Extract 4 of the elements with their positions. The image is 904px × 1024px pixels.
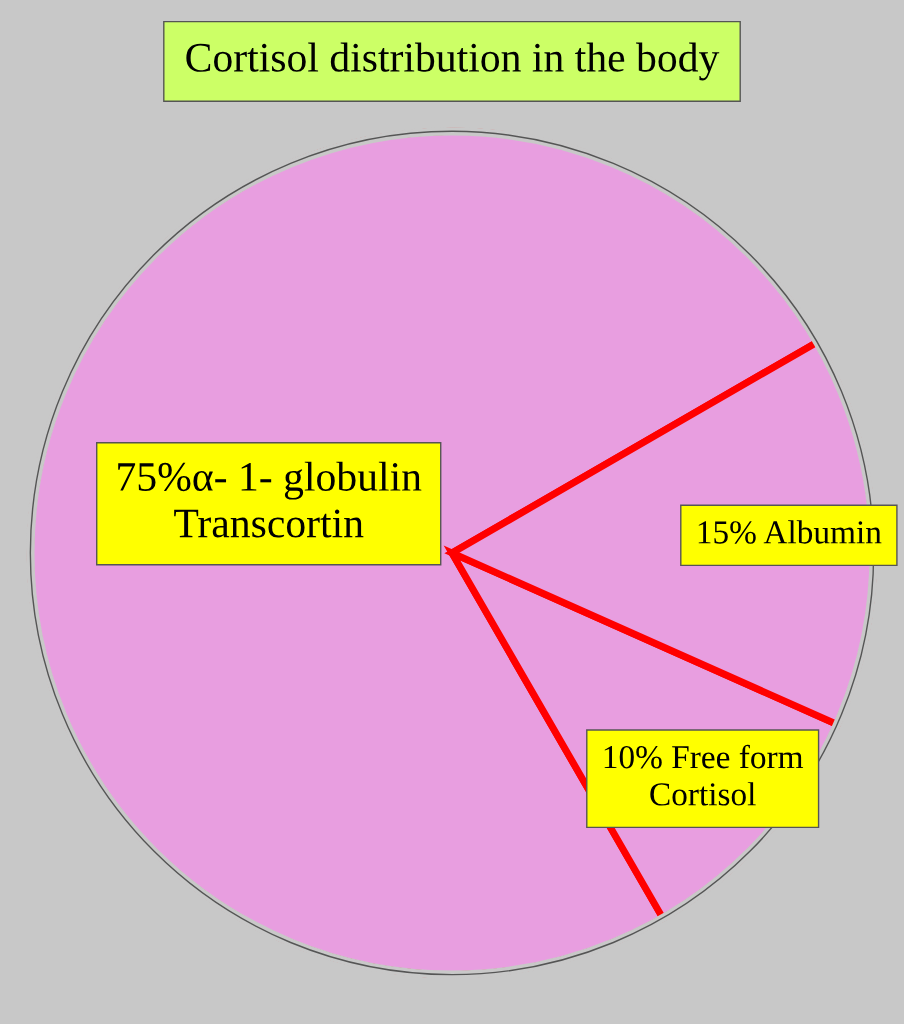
slice-label: 75%α- 1- globulin Transcortin [118,461,422,538]
slice-label: 10% Free form Cortisol [604,744,804,806]
chart-title: Cortisol distribution in the body [186,42,720,81]
slice-label: 15% Albumin [698,520,882,544]
